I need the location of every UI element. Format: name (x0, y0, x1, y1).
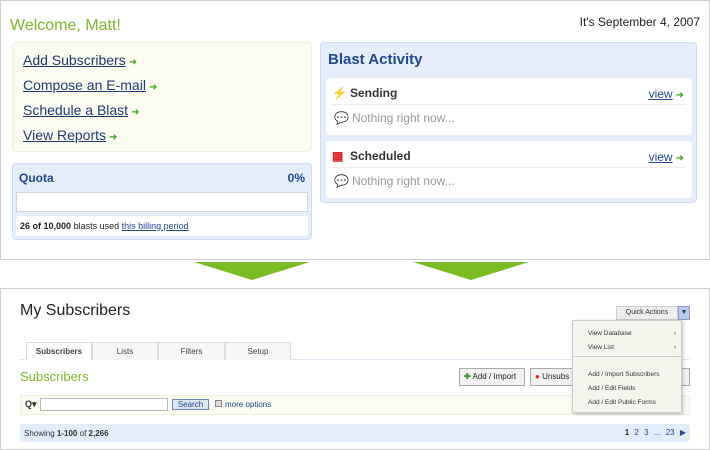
search-input[interactable] (40, 398, 168, 411)
menu-item-add-edit-fields[interactable]: Add / Edit Fields (588, 385, 636, 392)
chevron-right-icon: › (673, 344, 676, 351)
tab-bar (20, 359, 690, 360)
sending-view-link[interactable]: view ➜ (649, 87, 684, 101)
speech-bubble-icon: 💬 (334, 111, 349, 125)
quota-used-text: blasts used (73, 221, 120, 231)
button-label: Unsubs (542, 372, 570, 381)
divider (332, 167, 686, 168)
add-import-button[interactable]: ✚ Add / Import (459, 368, 525, 386)
menu-label: View List (588, 344, 614, 351)
pagination: 1 2 3 ... 23 ▶ (622, 428, 686, 437)
page-3[interactable]: 3 (644, 428, 649, 437)
page-1[interactable]: 1 (624, 428, 630, 437)
chevron-down-icon[interactable]: ▼ (678, 306, 690, 320)
page-title: My Subscribers (20, 302, 131, 319)
quota-box: Quota 0% 26 of 10,000 blasts used this b… (12, 163, 312, 240)
card-title: Sending (350, 86, 398, 100)
arrow-right-icon: ➜ (675, 90, 684, 101)
tab-subscribers[interactable]: Subscribers (26, 342, 92, 361)
showing-of: of (79, 429, 87, 438)
tab-setup[interactable]: Setup (225, 342, 291, 360)
blast-activity-title: Blast Activity (328, 51, 423, 68)
showing-prefix: Showing (24, 429, 55, 438)
page-23[interactable]: 23 (665, 428, 675, 437)
link-label: Schedule a Blast (23, 102, 129, 118)
arrow-right-icon: ➜ (148, 82, 158, 93)
quick-links: Add Subscribers ➜ Compose an E-mail ➜ Sche… (12, 42, 312, 152)
view-label: view (648, 87, 673, 101)
menu-item-view-list[interactable]: View List › (588, 344, 676, 351)
more-options-label: more options (225, 400, 272, 409)
calendar-icon: ▦ (332, 149, 344, 163)
section-title: Subscribers (20, 369, 89, 384)
menu-item-add-edit-public-forms[interactable]: Add / Edit Public Forms (588, 399, 656, 406)
divider (332, 104, 686, 105)
stop-icon: ● (535, 372, 540, 381)
scheduled-view-link[interactable]: view ➜ (649, 150, 684, 164)
link-label: View Reports (23, 127, 107, 143)
sending-card: ⚡ Sending view ➜ 💬 Nothing right now... (326, 78, 692, 135)
view-reports-link[interactable]: View Reports ➜ (23, 127, 117, 143)
page-2[interactable]: 2 (634, 428, 639, 437)
more-options-toggle[interactable]: more options (215, 400, 271, 409)
billing-period-link[interactable]: this billing period (121, 221, 189, 231)
card-status: Nothing right now... (351, 174, 455, 188)
tab-lists[interactable]: Lists (92, 342, 158, 360)
scheduled-card: ▦ Scheduled view ➜ 💬 Nothing right now... (326, 141, 692, 198)
quota-progress-bar (16, 192, 308, 212)
next-page-icon[interactable]: ▶ (679, 428, 686, 437)
quick-actions-dropdown: View Database › View List › Add / Import S… (572, 320, 682, 413)
speech-bubble-icon: 💬 (334, 174, 349, 188)
arrow-right-icon: ➜ (128, 57, 138, 68)
card-title: Scheduled (350, 149, 411, 163)
quick-actions-button[interactable]: Quick Actions (616, 306, 678, 320)
blast-activity-box: Blast Activity ⚡ Sending view ➜ 💬 Nothing r… (320, 42, 697, 203)
arrow-right-icon: ➜ (109, 132, 118, 143)
schedule-blast-link[interactable]: Schedule a Blast ➜ (23, 102, 139, 118)
arrow-right-icon: ➜ (131, 107, 140, 118)
plus-icon: ✚ (464, 372, 471, 381)
pagination-bar: Showing 1-100 of 2,266 1 2 3 ... 23 ▶ (20, 424, 690, 442)
add-subscribers-link[interactable]: Add Subscribers ➜ (23, 52, 137, 68)
button-label: Add / Import (472, 372, 517, 381)
quota-percent: 0% (287, 171, 305, 185)
link-label: Compose an E-mail (23, 77, 146, 93)
arrow-right-icon: ➜ (675, 153, 684, 164)
date-text: It's September 4, 2007 (579, 15, 700, 29)
quota-used: 26 of 10,000 (20, 221, 72, 231)
card-status: Nothing right now... (351, 111, 455, 125)
search-button[interactable]: Search (172, 399, 209, 410)
menu-divider (573, 356, 681, 357)
lightning-icon: ⚡ (332, 86, 347, 100)
menu-label: View Database (588, 330, 632, 337)
showing-total: 2,266 (88, 429, 109, 438)
page-ellipsis: ... (653, 428, 661, 437)
menu-item-add-import-subscribers[interactable]: Add / Import Subscribers (588, 371, 660, 378)
welcome-heading: Welcome, Matt! (10, 17, 121, 34)
chevron-right-icon: › (673, 330, 676, 337)
menu-item-view-database[interactable]: View Database › (588, 330, 676, 337)
compose-email-link[interactable]: Compose an E-mail ➜ (23, 77, 157, 93)
down-arrow-graphic (194, 262, 310, 280)
showing-range: 1-100 (56, 429, 78, 438)
checkbox-icon[interactable] (215, 400, 222, 407)
link-label: Add Subscribers (23, 52, 126, 68)
view-label: view (648, 150, 673, 164)
tab-filters[interactable]: Filters (158, 342, 225, 360)
showing-text: Showing 1-100 of 2,266 (24, 429, 109, 438)
quota-info: 26 of 10,000 blasts used this billing pe… (16, 216, 308, 236)
search-icon[interactable]: Q▾ (25, 399, 37, 409)
down-arrow-graphic (413, 262, 529, 280)
quota-title: Quota (19, 171, 54, 185)
